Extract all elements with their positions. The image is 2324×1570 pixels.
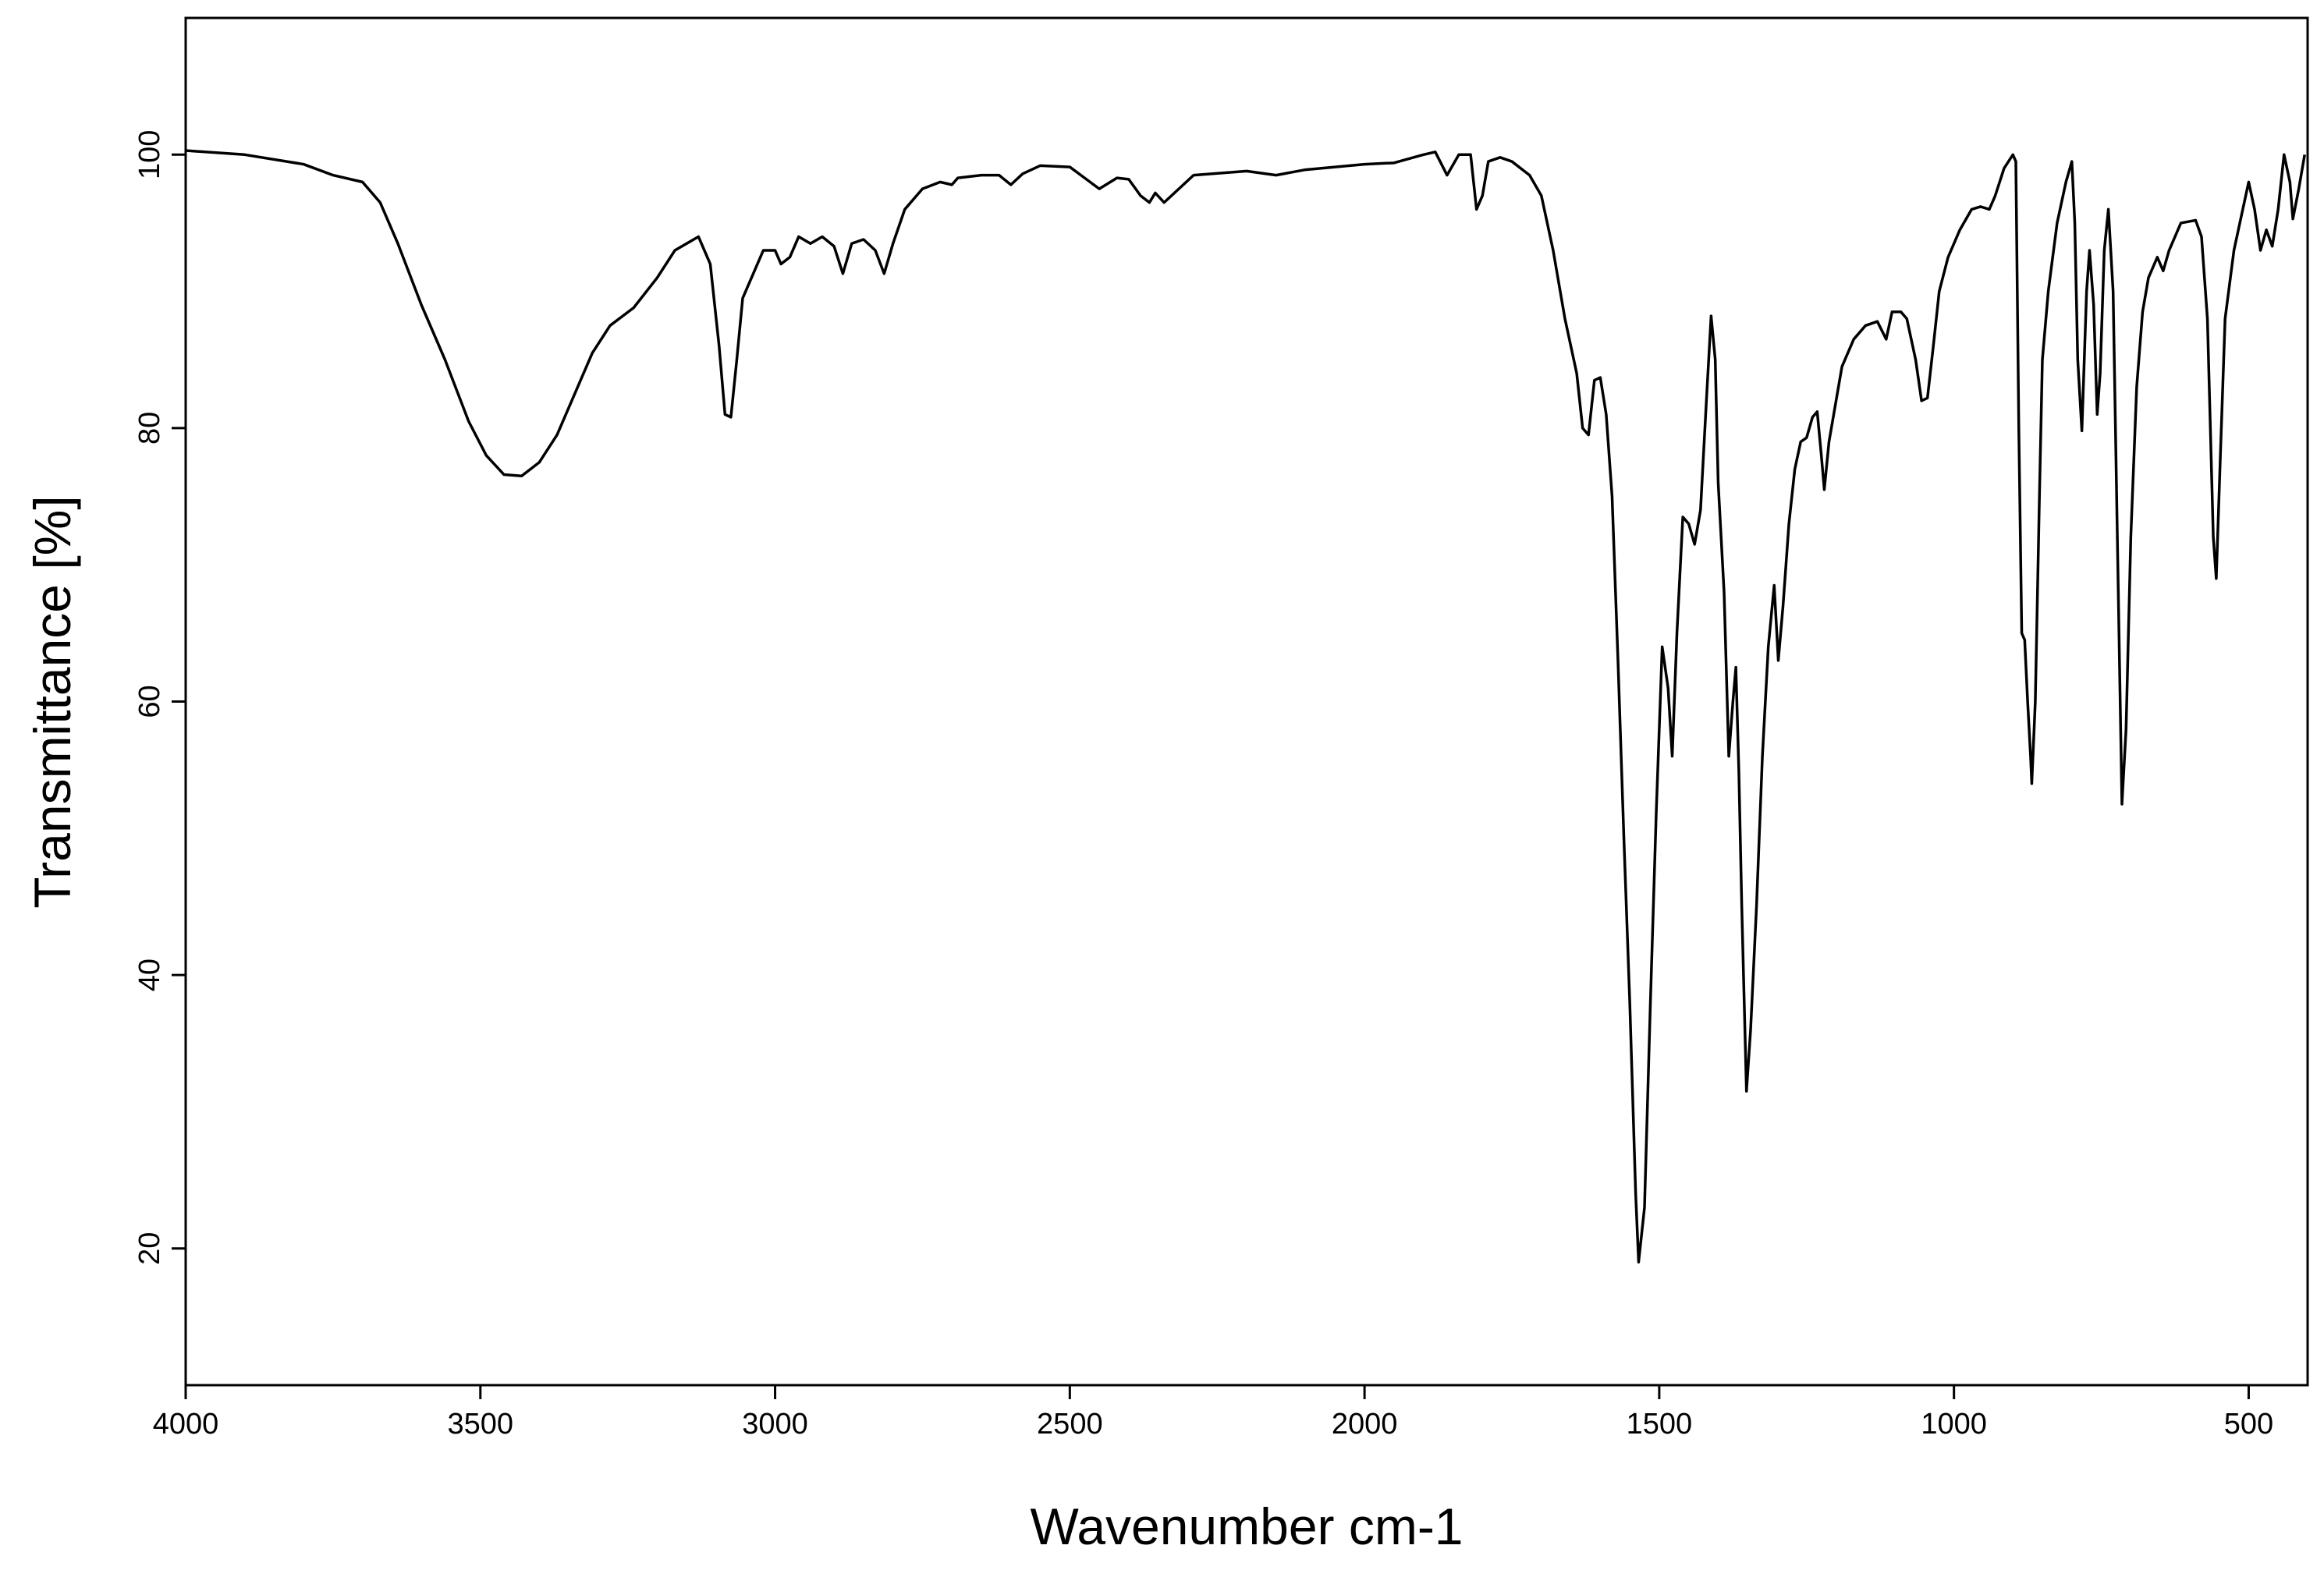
y-tick-label: 40 [133, 959, 166, 991]
x-tick-label: 3500 [448, 1408, 514, 1441]
x-tick-label: 1500 [1627, 1408, 1693, 1441]
x-tick-label: 4000 [153, 1408, 219, 1441]
y-tick-label: 80 [133, 412, 166, 445]
x-axis-title: Wavenumber cm-1 [1030, 1497, 1463, 1555]
x-tick-label: 500 [2224, 1408, 2273, 1441]
x-tick-label: 1000 [1921, 1408, 1987, 1441]
y-axis-title: Transmittance [%] [23, 495, 81, 908]
x-tick-label: 2000 [1332, 1408, 1398, 1441]
y-tick-label: 100 [133, 130, 166, 179]
x-tick-label: 2500 [1037, 1408, 1103, 1441]
spectrum-line [185, 149, 2306, 1263]
x-tick-label: 3000 [742, 1408, 808, 1441]
y-tick-label: 20 [133, 1232, 166, 1265]
y-tick-label: 60 [133, 685, 166, 718]
plot-frame [184, 16, 2309, 1387]
